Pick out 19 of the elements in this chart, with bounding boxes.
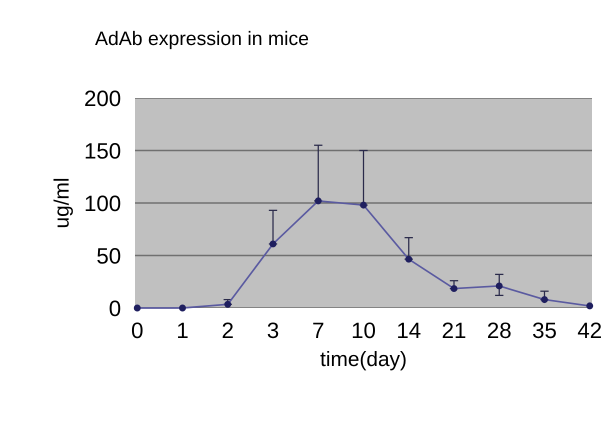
x-tick-label: 14 xyxy=(398,322,420,338)
y-tick-label: 200 xyxy=(85,90,120,106)
y-tick-label: 0 xyxy=(110,300,120,316)
x-tick-label: 2 xyxy=(222,322,233,338)
x-tick-label: 28 xyxy=(488,322,511,338)
chart-title: AdAb expression in mice xyxy=(95,30,308,50)
x-tick-label: 7 xyxy=(313,322,324,338)
y-tick-label: 150 xyxy=(86,143,120,159)
x-tick-label: 35 xyxy=(532,322,556,338)
y-tick-label: 50 xyxy=(97,248,120,264)
x-tick-label: 21 xyxy=(442,322,466,338)
x-tick-label: 42 xyxy=(578,322,601,338)
y-axis-title: ug/ml xyxy=(54,178,73,228)
x-tick-label: 10 xyxy=(352,322,375,338)
y-tick-label: 100 xyxy=(86,196,120,212)
x-tick-label: 1 xyxy=(178,322,188,338)
x-tick-label: 3 xyxy=(268,322,278,338)
x-axis-title: time(day) xyxy=(320,350,406,370)
x-tick-label: 0 xyxy=(132,322,143,338)
